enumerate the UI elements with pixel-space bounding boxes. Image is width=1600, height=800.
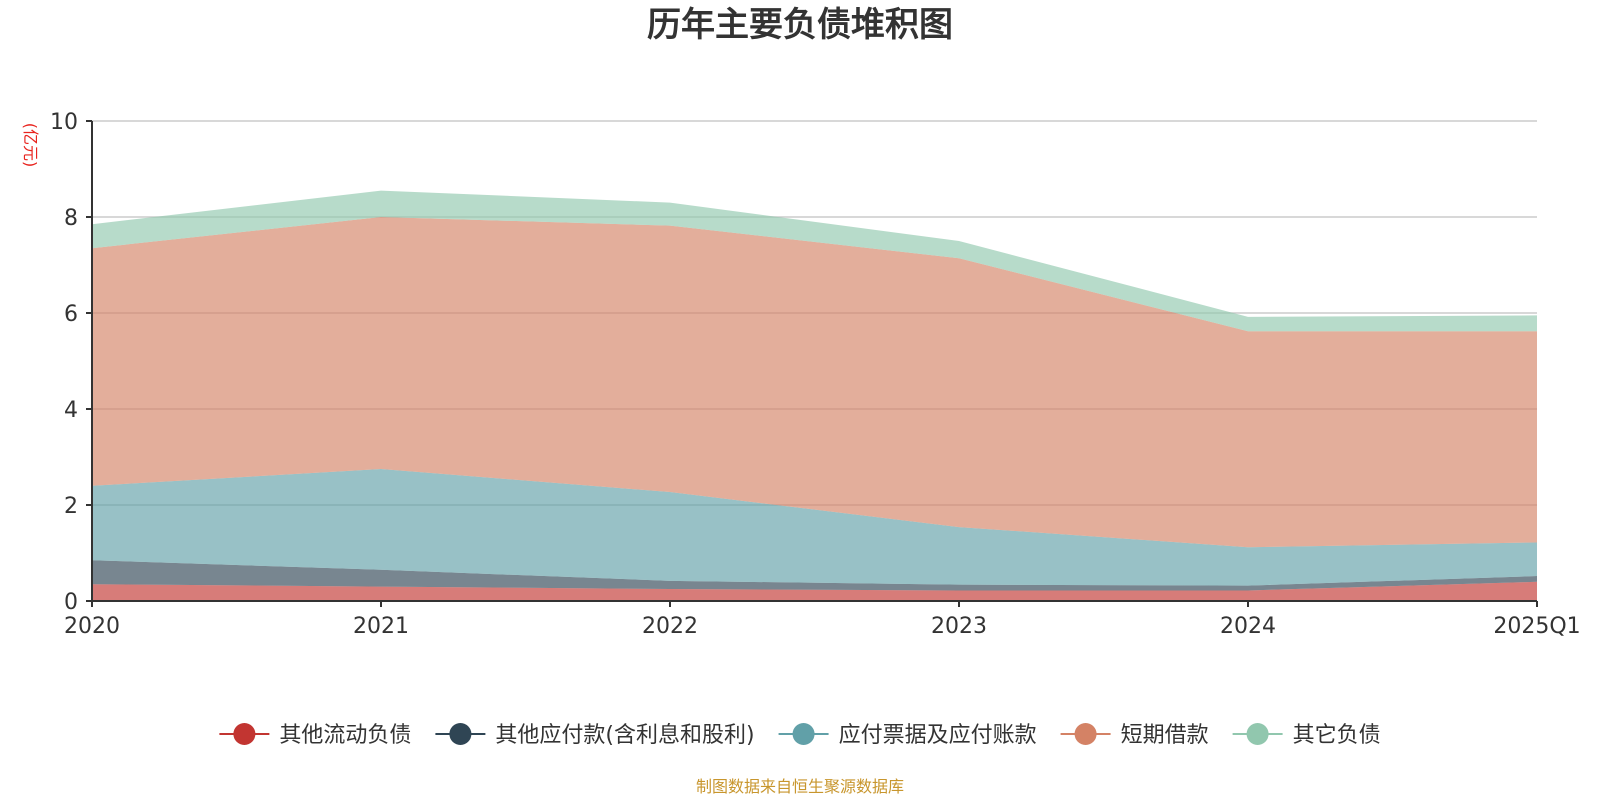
y-tick-label: 6 — [64, 302, 78, 327]
legend-item-5[interactable]: 其它负债 — [1232, 723, 1381, 748]
y-axis-unit-label: (亿元) — [21, 123, 40, 168]
area-series-1 — [92, 581, 1537, 601]
source-note: 制图数据来自恒生聚源数据库 — [696, 777, 904, 796]
legend-item-3[interactable]: 应付票据及应付账款 — [778, 723, 1037, 748]
y-tick-label: 0 — [64, 590, 78, 615]
legend-circle-icon — [449, 723, 472, 745]
legend-label: 其他应付款(含利息和股利) — [495, 723, 754, 748]
x-tick-label: 2025Q1 — [1493, 614, 1580, 639]
x-tick-label: 2024 — [1220, 614, 1276, 639]
legend-circle-icon — [1246, 723, 1269, 745]
chart-title: 历年主要负债堆积图 — [647, 5, 953, 45]
area-series — [92, 190, 1537, 601]
legend-label: 应付票据及应付账款 — [839, 723, 1037, 748]
y-tick-label: 2 — [64, 494, 78, 519]
x-tick-label: 2020 — [64, 614, 120, 639]
axes — [86, 120, 1538, 607]
legend-label: 其它负债 — [1293, 723, 1381, 748]
area-series-3 — [92, 469, 1537, 586]
y-tick-label: 4 — [64, 398, 78, 423]
area-series-4 — [92, 217, 1537, 548]
legend[interactable]: 其他流动负债 其他应付款(含利息和股利) 应付票据及应付账款 短期借款 其它负债 — [219, 723, 1381, 748]
legend-circle-icon — [792, 723, 815, 745]
legend-item-1[interactable]: 其他流动负债 — [219, 723, 411, 748]
y-tick-label: 10 — [50, 110, 78, 135]
x-tick-label: 2023 — [931, 614, 987, 639]
y-tick-label: 8 — [64, 206, 78, 231]
area-series-5 — [92, 190, 1537, 332]
x-tick-label: 2021 — [353, 614, 409, 639]
x-tick-label: 2022 — [642, 614, 698, 639]
legend-label: 其他流动负债 — [279, 723, 411, 748]
legend-item-2[interactable]: 其他应付款(含利息和股利) — [435, 723, 755, 748]
legend-label: 短期借款 — [1121, 723, 1209, 748]
area-series-2 — [92, 560, 1537, 591]
tick-labels: 0 2 4 6 8 10 2020 2021 2022 2023 2024 2025Q1 — [50, 110, 1581, 639]
legend-item-4[interactable]: 短期借款 — [1060, 723, 1209, 748]
legend-circle-icon — [233, 723, 256, 745]
legend-circle-icon — [1074, 723, 1097, 745]
